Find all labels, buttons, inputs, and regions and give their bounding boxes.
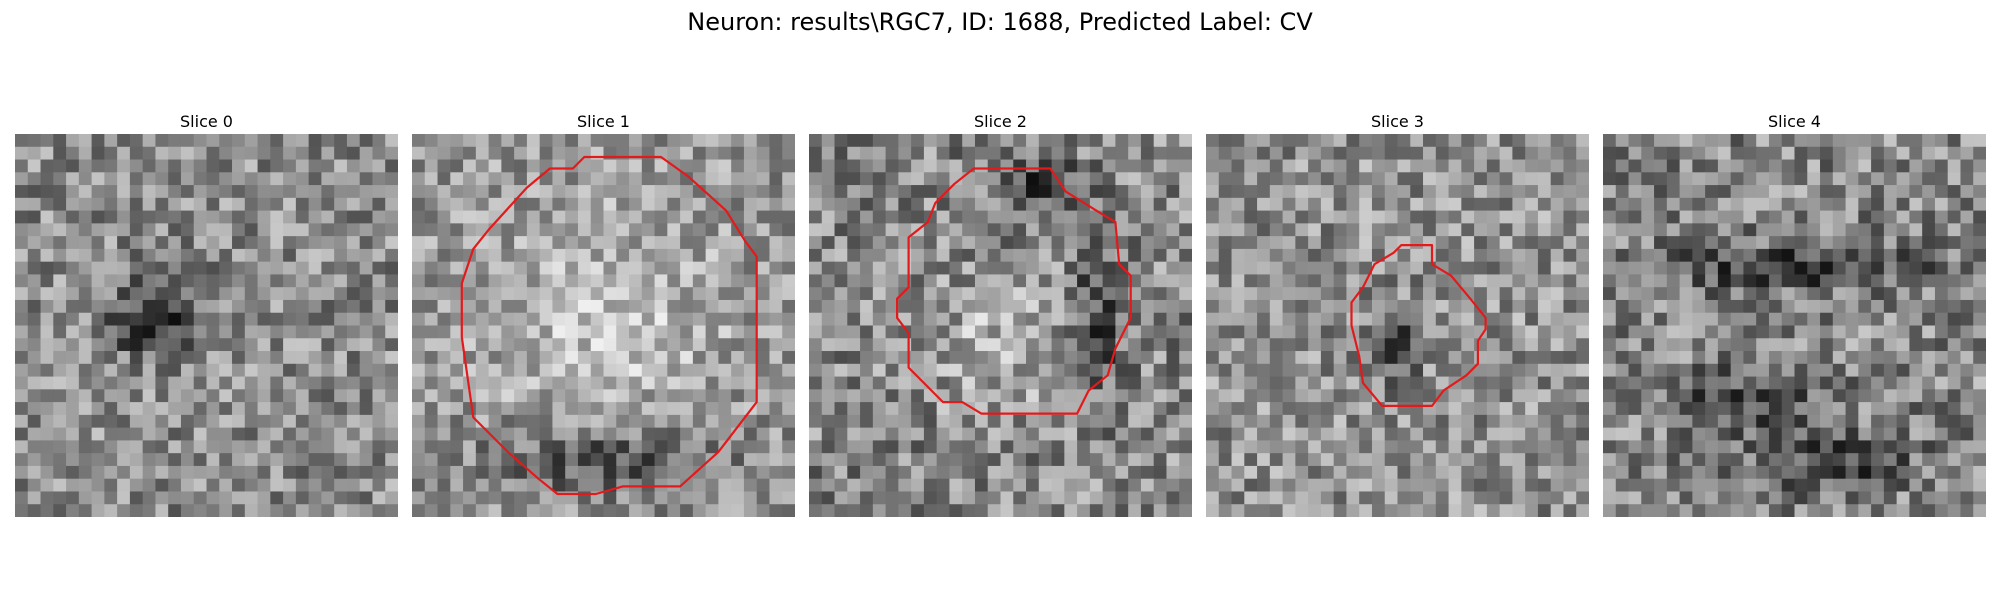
slice-panel-4: Slice 4 bbox=[1603, 110, 1986, 517]
roi-contour bbox=[460, 155, 758, 496]
figure-title: Neuron: results\RGC7, ID: 1688, Predicte… bbox=[687, 8, 1313, 36]
slice-title: Slice 1 bbox=[577, 112, 630, 131]
slice-image bbox=[1603, 134, 1986, 517]
slice-image bbox=[809, 134, 1192, 517]
slice-title: Slice 3 bbox=[1371, 112, 1424, 131]
slice-title: Slice 2 bbox=[974, 112, 1027, 131]
slice-panel-1: Slice 1 bbox=[412, 110, 795, 517]
slice-image bbox=[412, 134, 795, 517]
roi-contour bbox=[1350, 243, 1487, 407]
slice-panel-3: Slice 3 bbox=[1206, 110, 1589, 517]
slice-panel-0: Slice 0 bbox=[15, 110, 398, 517]
slice-panel-2: Slice 2 bbox=[809, 110, 1192, 517]
slice-image bbox=[1206, 134, 1589, 517]
slice-image bbox=[15, 134, 398, 517]
roi-contour bbox=[895, 167, 1132, 415]
slice-title: Slice 0 bbox=[180, 112, 233, 131]
slice-title: Slice 4 bbox=[1768, 112, 1821, 131]
